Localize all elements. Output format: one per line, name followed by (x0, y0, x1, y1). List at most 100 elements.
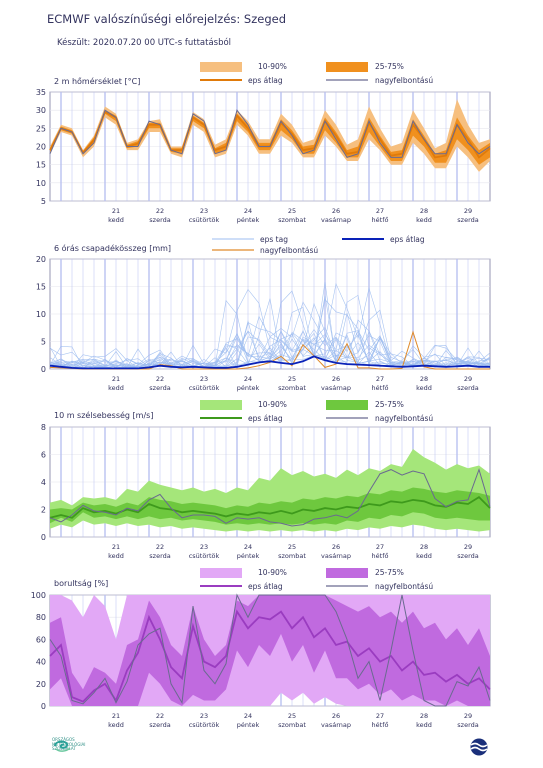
day-number: 21 (112, 207, 120, 215)
legend-label-mean: eps átlag (248, 582, 283, 591)
legend-swatch-outer (200, 400, 242, 410)
chart-panel-1: 5 10 15 20 25 30 35 2 m hőmérséklet [°C] 10-90% 2… (36, 62, 491, 224)
day-name: kedd (108, 552, 124, 560)
y-tick-label: 35 (36, 88, 46, 97)
legend-label-mean: eps átlag (248, 414, 283, 423)
day-name: csütörtök (189, 384, 220, 392)
day-number: 23 (200, 712, 208, 720)
day-name: vasárnap (321, 216, 351, 224)
day-name: szombat (278, 721, 306, 729)
legend-swatch-outer (200, 62, 242, 72)
day-number: 29 (464, 712, 472, 720)
day-name: szerda (457, 721, 478, 729)
eps-mean-line (49, 355, 490, 370)
day-number: 22 (156, 712, 164, 720)
day-number: 27 (376, 207, 384, 215)
legend-label-mean: eps átlag (248, 76, 283, 85)
legend-label-hires: nagyfelbontású (260, 246, 318, 255)
day-name: kedd (416, 721, 432, 729)
panel-title: 6 órás csapadékösszeg [mm] (54, 243, 171, 253)
legend-swatch-inner (326, 400, 368, 410)
day-number: 29 (464, 375, 472, 383)
day-name: péntek (237, 384, 260, 392)
y-tick-label: 60 (36, 635, 46, 644)
day-number: 28 (420, 543, 428, 551)
day-name: csütörtök (189, 216, 220, 224)
day-number: 28 (420, 712, 428, 720)
day-number: 27 (376, 712, 384, 720)
day-number: 28 (420, 207, 428, 215)
y-tick-label: 2 (41, 506, 46, 515)
y-tick-label: 10 (36, 179, 46, 188)
y-tick-label: 40 (36, 658, 46, 667)
day-name: szerda (149, 721, 170, 729)
legend-swatch-outer (200, 568, 242, 578)
band-25-75 (50, 487, 490, 525)
legend-label-hires: nagyfelbontású (375, 76, 433, 85)
eps-member-line (49, 282, 491, 369)
hires-line (49, 593, 491, 707)
y-tick-label: 8 (41, 423, 46, 432)
legend-label-outer: 10-90% (258, 62, 287, 71)
legend-label-hires: nagyfelbontású (375, 414, 433, 423)
day-name: szerda (457, 216, 478, 224)
day-name: hétfő (372, 551, 389, 560)
band-10-90 (50, 99, 490, 172)
day-number: 25 (288, 712, 296, 720)
day-name: kedd (108, 721, 124, 729)
legend-label-outer: 10-90% (258, 568, 287, 577)
day-name: péntek (237, 552, 260, 560)
day-name: kedd (108, 384, 124, 392)
day-name: szerda (149, 216, 170, 224)
day-name: vasárnap (321, 384, 351, 392)
day-name: péntek (237, 216, 260, 224)
y-tick-label: 0 (41, 533, 46, 542)
day-name: szombat (278, 384, 306, 392)
day-number: 25 (288, 375, 296, 383)
day-number: 24 (244, 712, 252, 720)
day-name: hétfő (372, 215, 389, 224)
day-number: 21 (112, 543, 120, 551)
ecmwf-logo-icon (470, 738, 488, 756)
day-name: vasárnap (321, 721, 351, 729)
y-tick-label: 10 (36, 310, 46, 319)
page-subtitle: Készült: 2020.07.20 00 UTC-s futtatásból (57, 38, 232, 48)
eps-member-line (49, 328, 491, 369)
omsz-logo: ORSZÁGOS METEOROLÓGIAI SZOLGÁLAT (52, 737, 85, 752)
legend-label-inner: 25-75% (375, 62, 404, 71)
y-tick-label: 20 (36, 255, 46, 264)
day-name: szombat (278, 552, 306, 560)
y-tick-label: 4 (41, 478, 46, 487)
day-number: 23 (200, 375, 208, 383)
y-tick-label: 0 (41, 702, 46, 711)
day-number: 26 (332, 207, 340, 215)
legend-label-inner: 25-75% (375, 568, 404, 577)
day-name: kedd (416, 552, 432, 560)
hires-line (49, 468, 491, 527)
y-tick-label: 15 (36, 283, 46, 292)
y-tick-label: 20 (36, 680, 46, 689)
day-number: 26 (332, 543, 340, 551)
eps-member-line (49, 336, 491, 369)
day-number: 23 (200, 207, 208, 215)
day-name: szombat (278, 216, 306, 224)
y-tick-label: 100 (31, 591, 46, 600)
day-number: 25 (288, 543, 296, 551)
panel-title: 10 m szélsebesség [m/s] (54, 410, 153, 420)
page-title: ECMWF valószínűségi előrejelzés: Szeged (47, 12, 287, 26)
day-name: péntek (237, 721, 260, 729)
day-number: 21 (112, 375, 120, 383)
day-number: 24 (244, 543, 252, 551)
y-tick-label: 30 (36, 106, 46, 115)
legend-label-mean: eps átlag (390, 235, 425, 244)
chart-panel-2: 0 5 10 15 20 6 órás csapadékösszeg [mm] eps ta… (36, 235, 491, 392)
day-name: hétfő (372, 383, 389, 392)
day-number: 22 (156, 543, 164, 551)
day-number: 29 (464, 207, 472, 215)
legend-swatch-inner (326, 568, 368, 578)
day-number: 28 (420, 375, 428, 383)
y-tick-label: 5 (41, 338, 46, 347)
day-name: szerda (457, 552, 478, 560)
day-number: 22 (156, 375, 164, 383)
